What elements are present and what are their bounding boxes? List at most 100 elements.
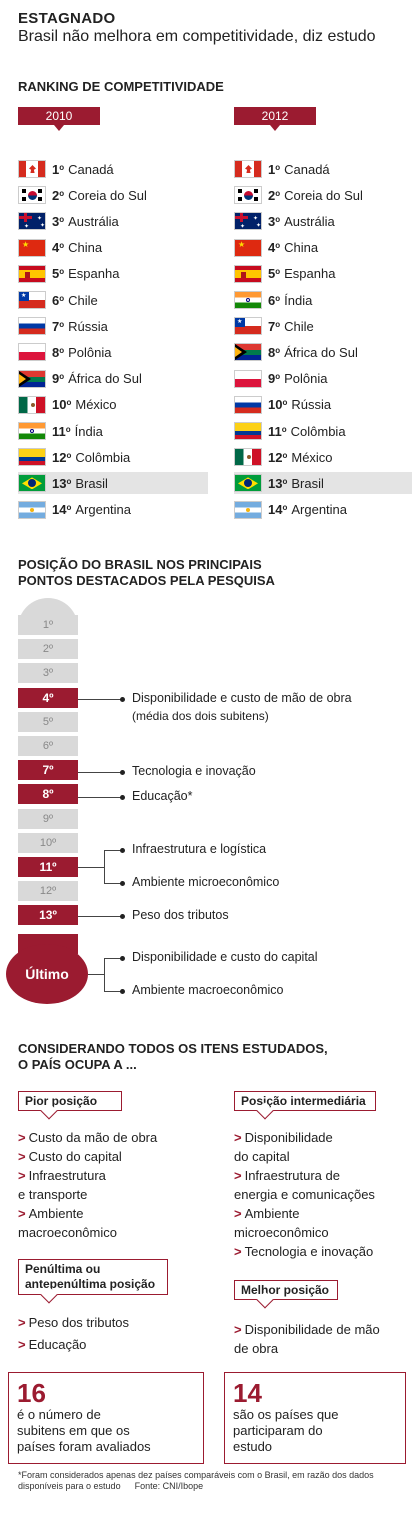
stat-text-line2: subitens em que os <box>17 1423 130 1438</box>
poland-flag-icon <box>18 343 46 362</box>
ranking-row-2010-2: 2o Coreia do Sul <box>18 184 208 206</box>
rank-position: 4o <box>268 240 281 256</box>
label-pos11-b: Ambiente microeconômico <box>132 875 280 889</box>
country-name: Espanha <box>284 266 336 282</box>
scale-position-3: 3º <box>18 663 78 684</box>
country-name: África do Sul <box>284 344 358 360</box>
rank-position: 4o <box>52 240 65 256</box>
country-name: Colômbia <box>75 449 131 465</box>
spain-flag-icon <box>234 264 262 283</box>
position-list-item: macroeconômico <box>18 1225 117 1240</box>
footnote-line2: disponíveis para o estudo <box>18 1481 121 1491</box>
country-name: Chile <box>284 318 314 334</box>
country-name: Canadá <box>68 161 114 177</box>
position-list-item: > Infraestrutura <box>18 1168 106 1183</box>
korea-flag-icon <box>234 186 262 205</box>
country-name: Coreia do Sul <box>284 187 363 203</box>
connector-pos7 <box>78 772 122 773</box>
label-last-b: Ambiente macroeconômico <box>132 983 284 997</box>
footnote: *Foram considerados apenas dez países co… <box>18 1470 403 1492</box>
rank-position: 13o <box>268 475 288 491</box>
country-name: Polônia <box>68 344 112 360</box>
position-list-item: do capital <box>234 1149 290 1164</box>
label-last-a: Disponibilidade e custo do capital <box>132 950 318 964</box>
ranking-row-2010-12: 12o Colômbia <box>18 446 208 468</box>
ranking-row-2010-10: 10o México <box>18 394 208 416</box>
rank-position: 5o <box>52 266 65 282</box>
chile-flag-icon: ★ <box>18 291 46 309</box>
stat-number-subitems: 16 <box>17 1378 46 1408</box>
stat-text-line1: é o número de <box>17 1407 101 1422</box>
ranking-row-2010-13: 13o Brasil <box>18 472 208 495</box>
bracket-last-top <box>104 958 122 959</box>
label-pos11-a: Infraestrutura e logística <box>132 842 267 856</box>
ranking-row-2012-5: 5o Espanha <box>234 263 412 285</box>
occupies-title-line1: CONSIDERANDO TODOS OS ITENS ESTUDADOS, <box>18 1041 328 1056</box>
dot-pos11-a <box>120 848 125 853</box>
ranking-row-2010-14: 14o Argentina <box>18 499 208 521</box>
scale-position-9: 9º <box>18 808 78 829</box>
country-name: Rússia <box>291 397 332 413</box>
country-name: Índia <box>74 423 103 439</box>
rank-position: 2o <box>52 187 65 203</box>
ranking-row-2012-9: 9o Polônia <box>234 368 412 390</box>
ranking-row-2010-3: ✦ ✦ ✦ 3o Austrália <box>18 210 208 232</box>
second-worst-label-line1: Penúltima ou <box>25 1262 101 1276</box>
canada-flag-icon <box>18 160 46 178</box>
rank-position: 10o <box>268 397 288 413</box>
colombia-flag-icon <box>18 448 46 467</box>
scale-position-12: 12º <box>18 881 78 902</box>
scale-position-13: 13º <box>18 905 78 926</box>
country-name: México <box>75 397 117 413</box>
dot-pos8 <box>120 795 125 800</box>
second-worst-label-line2: antepenúltima posição <box>25 1277 156 1291</box>
korea-flag-icon <box>18 186 46 205</box>
mexico-flag-icon <box>234 448 262 467</box>
country-name: Austrália <box>68 213 119 229</box>
ranking-row-2012-14: 14o Argentina <box>234 499 412 521</box>
ranking-section-title: RANKING DE COMPETITIVIDADE <box>18 79 224 94</box>
ranking-row-2010-1: 1o Canadá <box>18 158 208 180</box>
position-list-item: > Tecnologia e inovação <box>234 1244 374 1259</box>
country-name: Espanha <box>68 266 120 282</box>
chevron-right-icon: > <box>18 1315 26 1330</box>
second-worst-position-box: Penúltima ou antepenúltima posição <box>18 1259 168 1304</box>
ranking-row-2012-2: 2o Coreia do Sul <box>234 184 412 206</box>
label-pos13: Peso dos tributos <box>132 908 229 922</box>
dot-pos13 <box>120 914 125 919</box>
footnote-line1: *Foram considerados apenas dez países co… <box>18 1470 374 1480</box>
country-name: Coreia do Sul <box>68 187 147 203</box>
best-position-label: Melhor posição <box>241 1283 330 1297</box>
label-pos4-line1: Disponibilidade e custo de mão de obra <box>132 691 352 705</box>
country-name: Argentina <box>75 502 132 518</box>
position-list-item: de obra <box>234 1341 279 1356</box>
rank-position: 13o <box>52 475 72 491</box>
brazil-flag-icon <box>234 474 262 493</box>
position-list-item: > Ambiente <box>18 1206 84 1221</box>
dot-pos4 <box>120 697 125 702</box>
connector-last <box>88 974 104 975</box>
poland-flag-icon <box>234 369 262 388</box>
rank-position: 7o <box>268 318 281 334</box>
position-list-item: > Custo do capital <box>18 1149 122 1164</box>
dot-pos11-b <box>120 881 125 886</box>
country-name: Argentina <box>291 502 348 518</box>
chevron-right-icon: > <box>18 1206 26 1221</box>
label-pos7: Tecnologia e inovação <box>132 764 256 778</box>
stat-box-countries: 14 são os países que participaram do est… <box>224 1372 406 1464</box>
worst-position-box: Pior posição <box>18 1091 122 1120</box>
stat-text-line1: são os países que <box>233 1407 339 1422</box>
ranking-row-2012-4: ★ 4o China <box>234 237 412 259</box>
rank-position: 6o <box>268 292 281 308</box>
ranking-row-2012-8: 8o África do Sul <box>234 341 412 363</box>
intermediate-position-box: Posição intermediária <box>234 1091 376 1120</box>
australia-flag-icon: ✦ ✦ ✦ <box>234 212 262 231</box>
position-list-item: > Educação <box>18 1337 87 1352</box>
country-name: Brasil <box>291 475 324 491</box>
stat-text-line2: participaram do <box>233 1423 323 1438</box>
label-pos8: Educação* <box>132 789 193 803</box>
ranking-row-2012-10: 10o Rússia <box>234 394 412 416</box>
country-name: Índia <box>284 292 313 308</box>
scale-position-5: 5º <box>18 711 78 732</box>
scale-position-2: 2º <box>18 639 78 660</box>
